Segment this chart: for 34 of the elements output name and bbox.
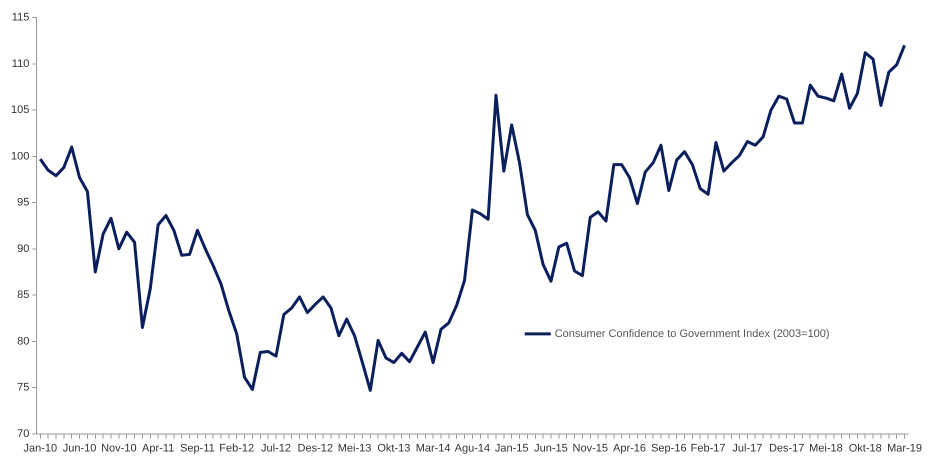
x-tick-label: Jun-15 xyxy=(534,442,568,454)
y-tick-label: 110 xyxy=(12,58,30,70)
y-tick-label: 105 xyxy=(10,104,30,116)
x-tick-label: Mar-19 xyxy=(887,442,922,454)
x-tick-label: Okt-13 xyxy=(377,442,410,454)
x-tick-label: Sep-16 xyxy=(651,442,687,454)
x-tick-label: Jan-10 xyxy=(23,442,58,454)
x-tick-label: Jul-17 xyxy=(732,442,762,454)
y-tick-label: 75 xyxy=(17,382,30,394)
x-tick-label: Mar-14 xyxy=(416,442,451,454)
x-tick-label: Apr-16 xyxy=(613,442,646,454)
y-tick-label: 80 xyxy=(17,335,30,348)
legend-label: Consumer Confidence to Government Index (2003=100) xyxy=(554,328,830,340)
x-tick-label: Des-12 xyxy=(298,442,333,454)
x-tick-label: Agu-14 xyxy=(454,442,490,454)
x-tick-label: Feb-12 xyxy=(219,442,254,454)
x-tick-label: Jun-10 xyxy=(62,442,96,454)
x-tick-label: Jul-12 xyxy=(261,442,291,454)
x-tick-label: Okt-18 xyxy=(848,442,882,454)
x-tick-label: Des-17 xyxy=(768,442,804,454)
x-tick-label: Apr-11 xyxy=(142,442,174,454)
x-tick-label: Feb-17 xyxy=(690,442,726,454)
x-tick-label: Nov-15 xyxy=(572,442,608,454)
x-tick-label: Nov-10 xyxy=(101,442,137,454)
y-tick-label: 115 xyxy=(12,12,30,24)
x-tick-label: Sep-11 xyxy=(180,442,215,454)
y-tick-label: 70 xyxy=(17,428,30,440)
y-tick-label: 90 xyxy=(17,242,30,255)
y-tick-label: 85 xyxy=(17,289,30,302)
x-tick-label: Mei-18 xyxy=(809,442,843,454)
y-tick-label: 100 xyxy=(10,150,30,162)
x-tick-label: Mei-13 xyxy=(338,442,372,454)
y-tick-label: 95 xyxy=(17,196,30,209)
x-tick-label: Jan-15 xyxy=(494,442,529,454)
